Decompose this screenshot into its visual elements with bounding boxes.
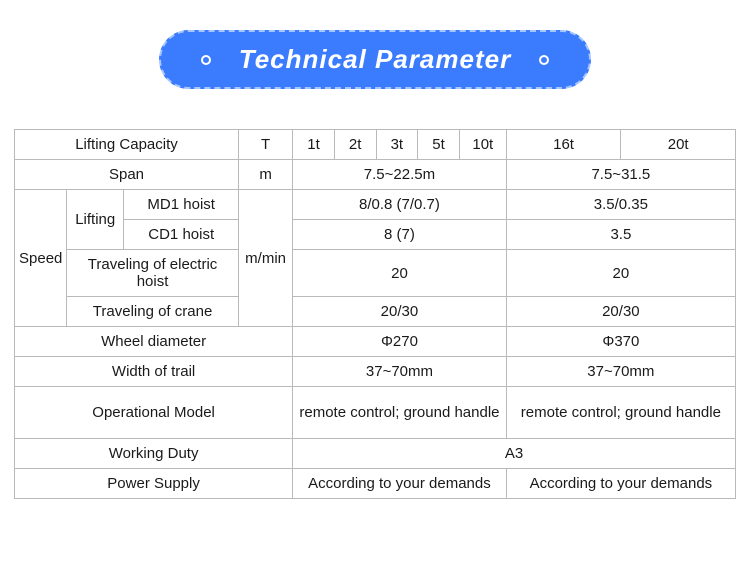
cell-val: 3.5/0.35: [506, 190, 735, 220]
cell-val: remote control; ground handle: [293, 387, 507, 439]
cell-val: 8 (7): [293, 220, 507, 250]
cell-lifting-capacity-label: Lifting Capacity: [15, 130, 239, 160]
cell-val: 20t: [621, 130, 736, 160]
cell-trav-crane-label: Traveling of crane: [67, 297, 239, 327]
table-row: Operational Model remote control; ground…: [15, 387, 736, 439]
table-row: Speed Lifting MD1 hoist m/min 8/0.8 (7/0…: [15, 190, 736, 220]
cell-span-label: Span: [15, 160, 239, 190]
cell-trail-label: Width of trail: [15, 357, 293, 387]
table-row: Wheel diameter Φ270 Φ370: [15, 327, 736, 357]
table-row: Traveling of crane 20/30 20/30: [15, 297, 736, 327]
cell-val: 37~70mm: [293, 357, 507, 387]
cell-val: 2t: [334, 130, 376, 160]
cell-unit: T: [239, 130, 293, 160]
cell-val: 3t: [376, 130, 418, 160]
cell-val: 7.5~22.5m: [293, 160, 507, 190]
cell-val: 7.5~31.5: [506, 160, 735, 190]
cell-val: 20/30: [506, 297, 735, 327]
cell-val: 20: [293, 250, 507, 297]
table-row: Traveling of electric hoist 20 20: [15, 250, 736, 297]
cell-opmodel-label: Operational Model: [15, 387, 293, 439]
cell-val: 16t: [506, 130, 621, 160]
table-row: Width of trail 37~70mm 37~70mm: [15, 357, 736, 387]
cell-val: 20/30: [293, 297, 507, 327]
dot-icon: [539, 55, 549, 65]
cell-val: 3.5: [506, 220, 735, 250]
table-row: Lifting Capacity T 1t 2t 3t 5t 10t 16t 2…: [15, 130, 736, 160]
banner-wrap: Technical Parameter: [0, 0, 750, 99]
cell-val: Φ370: [506, 327, 735, 357]
cell-val: According to your demands: [293, 469, 507, 499]
banner-title: Technical Parameter: [239, 44, 511, 75]
table-row: Power Supply According to your demands A…: [15, 469, 736, 499]
cell-val: Φ270: [293, 327, 507, 357]
cell-unit: m: [239, 160, 293, 190]
title-banner: Technical Parameter: [159, 30, 591, 89]
table-row: Span m 7.5~22.5m 7.5~31.5: [15, 160, 736, 190]
cell-val: A3: [293, 439, 736, 469]
cell-val: 37~70mm: [506, 357, 735, 387]
cell-val: 10t: [459, 130, 506, 160]
cell-unit: m/min: [239, 190, 293, 327]
cell-val: 8/0.8 (7/0.7): [293, 190, 507, 220]
cell-power-label: Power Supply: [15, 469, 293, 499]
cell-val: 20: [506, 250, 735, 297]
cell-wheel-label: Wheel diameter: [15, 327, 293, 357]
cell-speed-label: Speed: [15, 190, 67, 327]
table-row: Working Duty A3: [15, 439, 736, 469]
cell-val: remote control; ground handle: [506, 387, 735, 439]
spec-table-wrap: Lifting Capacity T 1t 2t 3t 5t 10t 16t 2…: [0, 99, 750, 519]
cell-val: 1t: [293, 130, 335, 160]
cell-duty-label: Working Duty: [15, 439, 293, 469]
cell-md1-label: MD1 hoist: [124, 190, 239, 220]
spec-table: Lifting Capacity T 1t 2t 3t 5t 10t 16t 2…: [14, 129, 736, 499]
cell-val: 5t: [418, 130, 460, 160]
cell-trav-hoist-label: Traveling of electric hoist: [67, 250, 239, 297]
cell-cd1-label: CD1 hoist: [124, 220, 239, 250]
cell-lifting-label: Lifting: [67, 190, 124, 250]
dot-icon: [201, 55, 211, 65]
cell-val: According to your demands: [506, 469, 735, 499]
